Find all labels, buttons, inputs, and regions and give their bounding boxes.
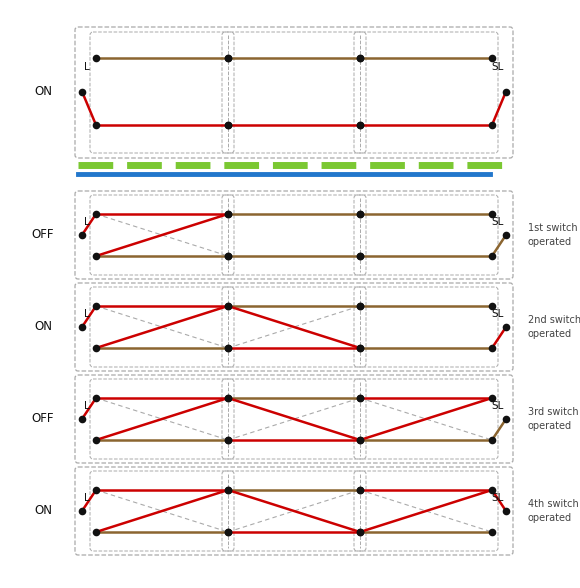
Text: OFF: OFF bbox=[32, 413, 55, 426]
Text: L: L bbox=[84, 62, 90, 72]
Text: L: L bbox=[84, 217, 90, 227]
Text: 4th switch
operated: 4th switch operated bbox=[528, 499, 579, 523]
Text: SL: SL bbox=[492, 217, 504, 227]
Text: ON: ON bbox=[34, 505, 52, 517]
Text: SL: SL bbox=[492, 493, 504, 503]
Text: SL: SL bbox=[492, 62, 504, 72]
Text: L: L bbox=[84, 401, 90, 411]
Text: 2nd switch
operated: 2nd switch operated bbox=[528, 315, 580, 339]
Text: ON: ON bbox=[34, 85, 52, 98]
Text: L: L bbox=[84, 493, 90, 503]
Text: 3rd switch
operated: 3rd switch operated bbox=[528, 407, 579, 430]
Text: OFF: OFF bbox=[32, 229, 55, 242]
Text: SL: SL bbox=[492, 401, 504, 411]
Text: ON: ON bbox=[34, 320, 52, 333]
Text: SL: SL bbox=[492, 309, 504, 319]
Text: 1st switch
operated: 1st switch operated bbox=[528, 223, 578, 246]
Text: L: L bbox=[84, 309, 90, 319]
